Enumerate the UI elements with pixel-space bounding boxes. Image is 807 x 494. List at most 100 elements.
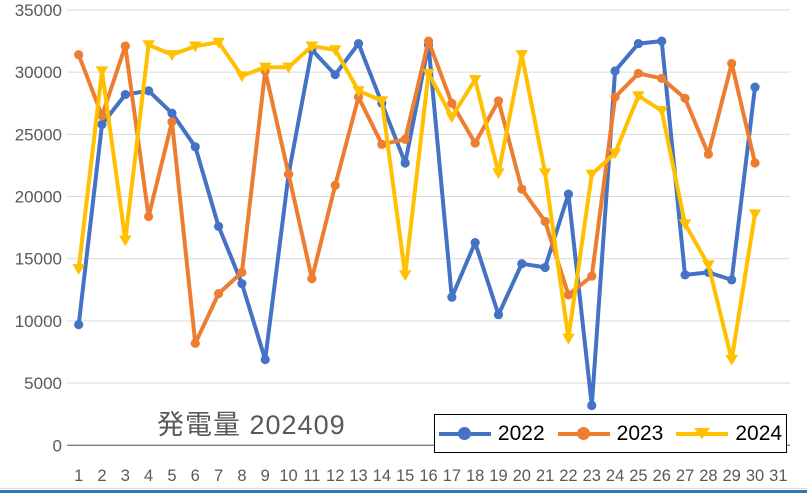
data-point-2023[interactable]: [680, 93, 690, 103]
legend-marker-2023-line-circle-icon: [557, 427, 610, 440]
data-point-2022[interactable]: [470, 237, 480, 248]
data-point-2022[interactable]: [330, 70, 340, 80]
data-point-2022[interactable]: [563, 189, 574, 199]
data-point-2024[interactable]: [562, 333, 575, 345]
data-point-2023[interactable]: [283, 169, 294, 179]
data-point-2022[interactable]: [680, 270, 690, 280]
data-point-2023[interactable]: [540, 216, 550, 227]
data-point-2022[interactable]: [493, 310, 504, 320]
data-point-2024[interactable]: [352, 86, 365, 98]
data-point-2024[interactable]: [655, 106, 668, 117]
data-point-2022[interactable]: [120, 89, 130, 100]
data-point-2024[interactable]: [142, 40, 155, 52]
legend-item-2023[interactable]: 2023: [557, 423, 663, 444]
data-point-2024[interactable]: [492, 168, 505, 180]
data-point-2023[interactable]: [493, 96, 504, 106]
data-point-2024[interactable]: [585, 169, 598, 181]
series-line-2024[interactable]: [76, 40, 757, 362]
data-point-2024[interactable]: [398, 270, 412, 282]
data-point-2024[interactable]: [189, 41, 202, 53]
data-point-2023[interactable]: [190, 338, 200, 348]
data-point-2024[interactable]: [375, 96, 389, 107]
data-point-2023[interactable]: [213, 288, 224, 299]
data-point-2024[interactable]: [538, 168, 552, 180]
data-point-2024[interactable]: [235, 71, 249, 83]
data-point-2024[interactable]: [165, 50, 179, 61]
legend-item-2022[interactable]: 2022: [438, 423, 545, 444]
data-point-2023[interactable]: [307, 274, 317, 284]
data-point-2023[interactable]: [633, 68, 644, 79]
data-point-2024[interactable]: [212, 37, 225, 49]
data-point-2024[interactable]: [72, 264, 85, 275]
data-point-2023[interactable]: [144, 211, 154, 222]
data-point-2024[interactable]: [725, 354, 738, 366]
data-point-2023[interactable]: [330, 180, 340, 190]
legend-item-2024[interactable]: 2024: [676, 423, 782, 444]
data-point-2022[interactable]: [657, 36, 667, 46]
data-point-2023[interactable]: [517, 184, 527, 194]
data-point-2024[interactable]: [632, 91, 645, 103]
data-point-2023[interactable]: [74, 50, 84, 60]
data-point-2022[interactable]: [610, 66, 620, 76]
data-point-2024[interactable]: [305, 41, 319, 53]
legend[interactable]: 2022 2023 2024: [434, 414, 787, 453]
y-axis-tick-label: 35000: [15, 1, 62, 20]
data-point-2024[interactable]: [329, 45, 342, 56]
data-point-2022[interactable]: [167, 108, 177, 118]
data-point-2022[interactable]: [587, 400, 597, 411]
data-point-2024[interactable]: [95, 66, 109, 78]
x-axis-tick-label: 11: [303, 467, 320, 485]
data-point-2022[interactable]: [540, 262, 550, 273]
data-point-2023[interactable]: [587, 271, 597, 281]
data-point-2024[interactable]: [515, 50, 528, 61]
data-point-2024[interactable]: [608, 148, 622, 160]
data-point-2022[interactable]: [447, 292, 457, 302]
data-point-2022[interactable]: [97, 119, 107, 130]
data-point-2022[interactable]: [750, 82, 760, 92]
data-point-2022[interactable]: [517, 259, 527, 269]
data-point-2023[interactable]: [400, 134, 410, 144]
x-axis-tick-label: 12: [326, 467, 344, 485]
data-point-2024[interactable]: [445, 112, 459, 124]
data-point-2024[interactable]: [748, 209, 762, 221]
data-point-2023[interactable]: [377, 139, 387, 149]
series-line-2023[interactable]: [76, 39, 757, 346]
data-point-2023[interactable]: [750, 158, 760, 168]
data-point-2023[interactable]: [423, 36, 434, 46]
data-point-2022[interactable]: [260, 354, 270, 365]
data-point-2023[interactable]: [167, 117, 177, 127]
data-point-2022[interactable]: [213, 221, 224, 232]
data-point-2023[interactable]: [657, 73, 667, 84]
data-point-2024[interactable]: [422, 68, 435, 80]
data-point-2023[interactable]: [610, 92, 620, 102]
data-point-2024[interactable]: [119, 235, 132, 247]
x-axis-tick-label: 30: [746, 467, 764, 485]
data-point-2023[interactable]: [470, 138, 480, 148]
data-point-2022[interactable]: [727, 275, 737, 285]
data-point-2023[interactable]: [120, 41, 130, 51]
data-point-2024[interactable]: [259, 62, 272, 74]
data-point-2023[interactable]: [237, 267, 247, 278]
data-point-2022[interactable]: [74, 320, 84, 330]
data-point-2023[interactable]: [727, 58, 737, 69]
x-axis-tick-label: 21: [536, 467, 554, 485]
data-point-2024[interactable]: [468, 75, 482, 86]
x-axis-tick-label: 31: [769, 467, 787, 485]
data-point-2022[interactable]: [237, 279, 247, 289]
data-point-2023[interactable]: [563, 290, 574, 300]
data-point-2022[interactable]: [144, 86, 154, 96]
data-point-2022[interactable]: [633, 38, 644, 49]
data-point-2023[interactable]: [97, 111, 107, 121]
data-point-2024[interactable]: [678, 219, 692, 231]
data-point-2022[interactable]: [400, 158, 410, 168]
chart-title[interactable]: 発電量 202409: [157, 410, 346, 440]
data-point-2023[interactable]: [447, 98, 457, 108]
data-point-2024[interactable]: [702, 260, 715, 272]
data-point-2023[interactable]: [353, 92, 364, 102]
data-point-2024[interactable]: [282, 62, 295, 74]
data-point-2022[interactable]: [353, 38, 364, 49]
data-point-2022[interactable]: [190, 142, 200, 152]
data-point-2023[interactable]: [703, 149, 713, 159]
